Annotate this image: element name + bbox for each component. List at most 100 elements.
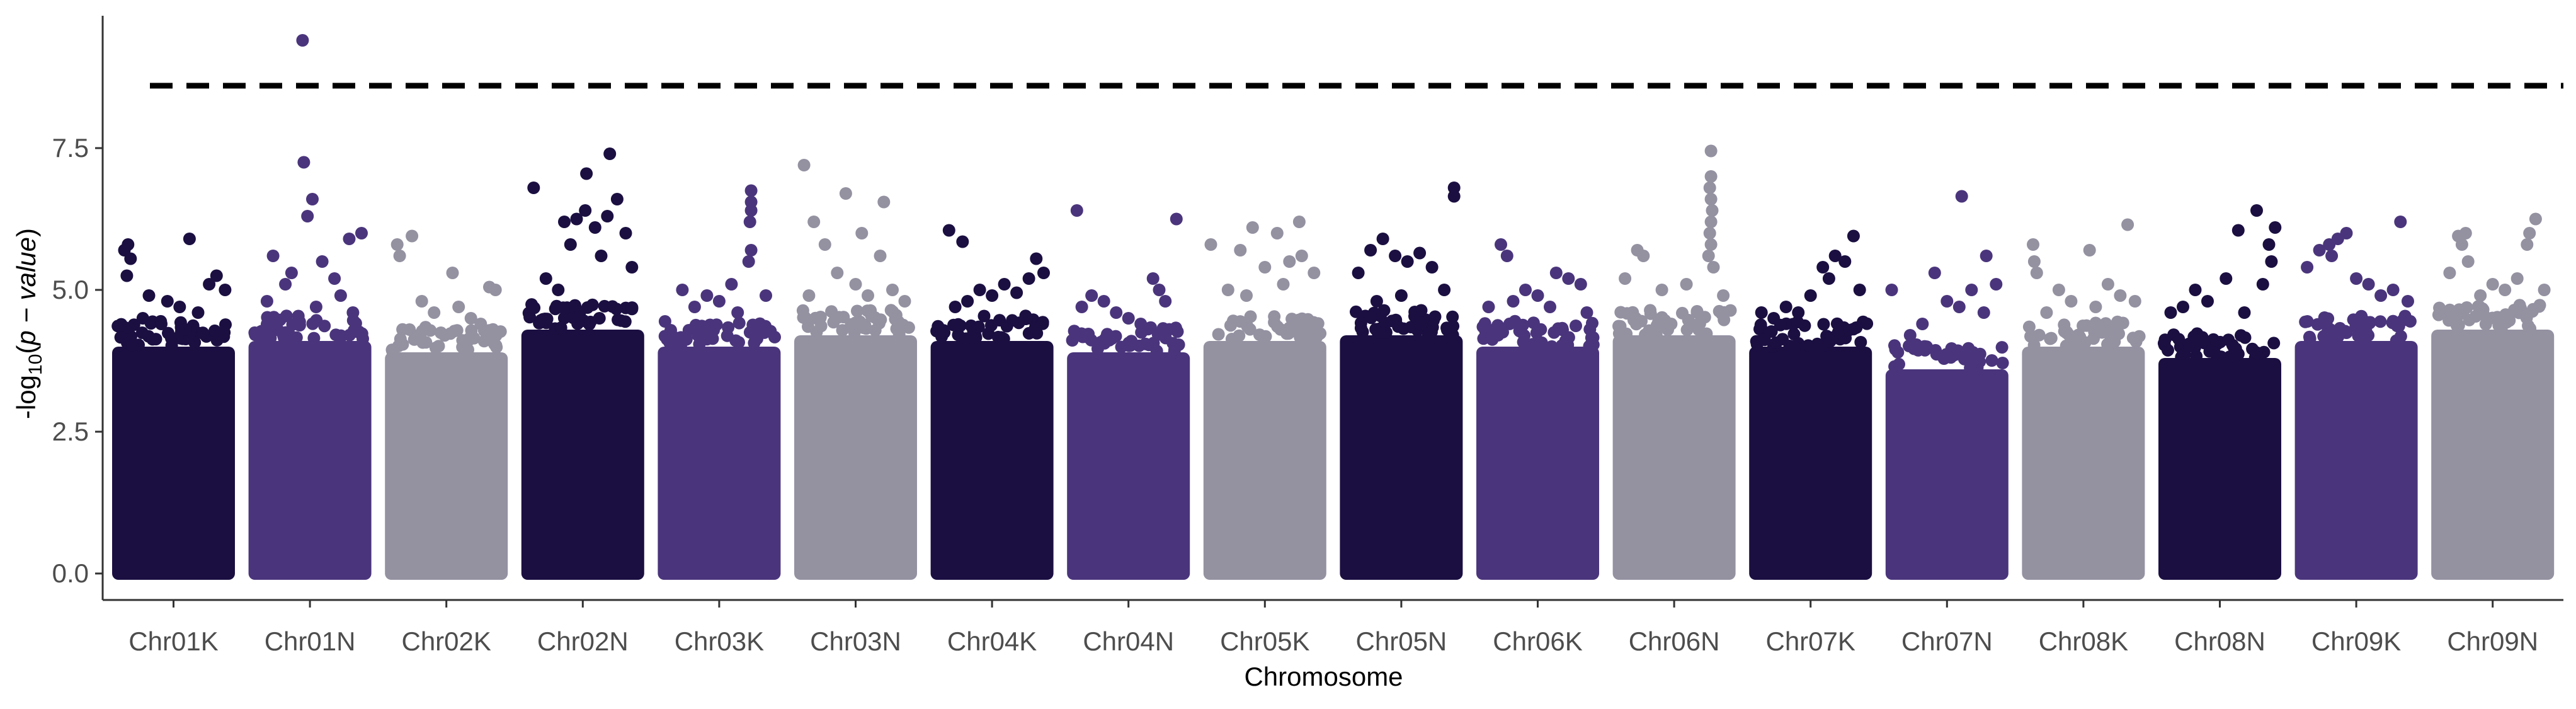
top-snp-point — [1941, 295, 1954, 308]
snp-point — [557, 311, 571, 325]
snp-point — [610, 303, 623, 316]
top-snp-point — [942, 224, 955, 237]
snp-point — [1029, 322, 1042, 335]
snp-point — [450, 324, 464, 337]
top-snp-point — [619, 227, 632, 239]
chromosome-Chr01N — [248, 34, 372, 580]
snp-point — [1754, 318, 1767, 331]
snp-point — [2069, 335, 2082, 348]
top-snp-point — [296, 34, 309, 47]
snp-point — [1253, 328, 1266, 342]
top-snp-point — [2325, 250, 2339, 262]
top-snp-point — [1779, 301, 1792, 313]
snp-point — [568, 299, 581, 312]
snp-point — [748, 337, 761, 350]
top-snp-point — [1240, 289, 1253, 302]
snp-point — [1081, 330, 1094, 343]
snp-point — [1559, 334, 1572, 347]
top-snp-point — [1283, 255, 1296, 268]
snp-point — [1552, 322, 1564, 335]
snp-point — [874, 313, 887, 326]
top-snp-point — [1853, 284, 1866, 296]
snp-point — [2450, 313, 2463, 326]
top-snp-point — [1916, 318, 1929, 330]
snp-point — [114, 331, 127, 344]
snp-point — [306, 317, 319, 330]
chromosome-Chr02N — [521, 147, 644, 580]
snp-point — [2267, 337, 2281, 350]
top-snp-point — [120, 269, 134, 282]
top-snp-point — [1401, 255, 1414, 268]
snp-point — [1227, 314, 1240, 328]
x-tick-label: Chr02N — [537, 626, 629, 656]
top-snp-point — [2201, 295, 2214, 308]
top-snp-point — [2065, 295, 2078, 308]
snp-point — [407, 333, 421, 346]
top-snp-point — [2313, 244, 2326, 257]
top-snp-point — [1482, 301, 1495, 313]
point-mass-Chr05K — [1203, 341, 1326, 580]
top-snp-point — [2443, 267, 2456, 279]
snp-point — [2172, 333, 2186, 346]
top-snp-point — [1425, 261, 1439, 274]
y-axis-title-italic: p − value — [11, 237, 41, 347]
top-snp-point — [595, 250, 608, 262]
top-snp-point — [1885, 284, 1898, 296]
top-snp-point — [1792, 306, 1805, 319]
top-snp-point — [1159, 295, 1172, 308]
point-mass-Chr05N — [1340, 335, 1463, 580]
top-snp-point — [601, 210, 614, 222]
snp-point — [746, 318, 760, 331]
snp-point — [937, 324, 950, 337]
snp-point — [892, 328, 906, 341]
snp-point — [827, 316, 840, 329]
top-snp-point — [2220, 272, 2233, 285]
top-snp-point — [297, 156, 311, 169]
snp-point — [1516, 318, 1529, 331]
chromosome-Chr04N — [1066, 204, 1190, 580]
snp-point — [1964, 361, 1977, 374]
top-snp-point — [956, 235, 969, 248]
snp-point — [279, 326, 292, 339]
snp-point — [861, 304, 874, 318]
top-snp-point — [558, 216, 571, 228]
snp-point — [1644, 307, 1657, 320]
top-snp-point — [998, 278, 1011, 291]
chromosome-Chr02K — [385, 229, 508, 580]
snp-point — [2359, 325, 2373, 338]
snp-point — [2227, 341, 2240, 354]
top-snp-point — [877, 195, 891, 209]
top-snp-point — [973, 284, 986, 296]
snp-point — [2303, 332, 2317, 345]
top-snp-point — [579, 204, 592, 217]
snp-point — [1850, 321, 1863, 334]
snp-point — [1832, 326, 1845, 339]
top-snp-point — [1070, 204, 1083, 217]
snp-point — [1585, 331, 1598, 344]
top-snp-point — [285, 267, 298, 279]
snp-point — [1350, 305, 1362, 318]
top-snp-point — [1394, 289, 1408, 302]
snp-point — [1123, 337, 1136, 350]
snp-point — [1661, 323, 1674, 337]
top-snp-point — [1990, 278, 2003, 291]
top-snp-point — [1755, 306, 1768, 319]
snp-point — [977, 309, 991, 323]
snp-point — [2513, 299, 2526, 312]
top-snp-point — [2323, 238, 2336, 251]
top-snp-point — [1270, 227, 1284, 239]
snp-point — [680, 333, 693, 346]
top-snp-point — [1977, 306, 1990, 319]
top-snp-point — [1580, 306, 1593, 319]
top-snp-point — [2101, 278, 2114, 291]
top-snp-point — [2459, 227, 2472, 239]
snp-point — [1770, 336, 1783, 349]
top-snp-point — [343, 233, 356, 245]
top-snp-point — [2121, 218, 2134, 231]
top-snp-point — [1352, 267, 1365, 279]
top-snp-point — [2521, 238, 2534, 251]
snp-point — [219, 318, 232, 331]
top-snp-point — [1704, 238, 1718, 251]
top-snp-point — [1562, 272, 1575, 285]
snp-point — [1995, 341, 2009, 354]
